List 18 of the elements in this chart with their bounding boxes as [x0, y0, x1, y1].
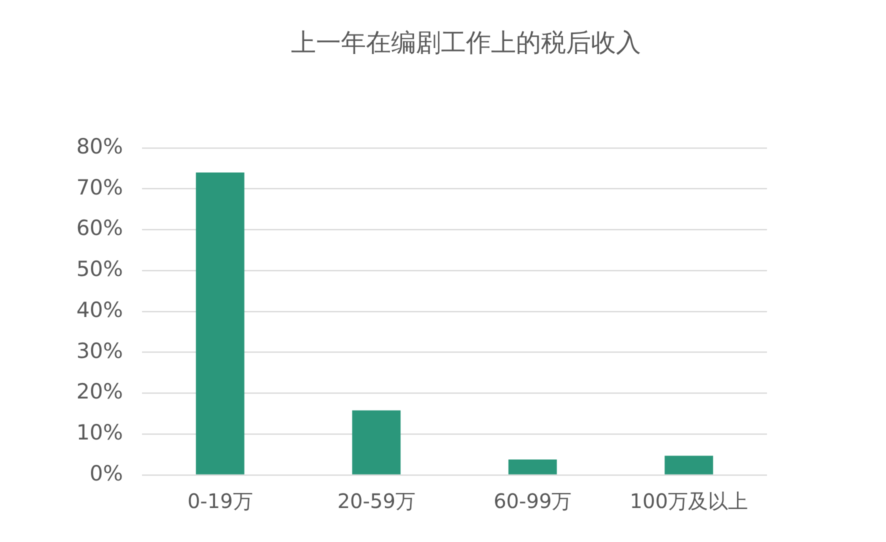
bar [352, 410, 401, 474]
x-tick-label: 100万及以上 [630, 489, 748, 514]
bar [508, 459, 557, 474]
x-tick-label: 60-99万 [494, 489, 572, 514]
y-tick-label: 80% [76, 134, 123, 158]
y-tick-label: 40% [76, 298, 123, 322]
y-tick-label: 10% [76, 420, 123, 445]
x-tick-label: 0-19万 [187, 489, 253, 514]
y-tick-label: 0% [90, 461, 123, 486]
bar [196, 172, 244, 474]
bar [664, 456, 714, 474]
y-tick-label: 20% [76, 380, 123, 404]
y-tick-label: 60% [76, 216, 123, 240]
chart-title: 上一年在编剧工作上的税后收入 [291, 27, 641, 59]
y-tick-label: 50% [76, 257, 123, 282]
x-tick-label: 20-59万 [337, 489, 416, 514]
y-tick-label: 30% [76, 338, 123, 363]
y-tick-label: 70% [76, 175, 123, 200]
